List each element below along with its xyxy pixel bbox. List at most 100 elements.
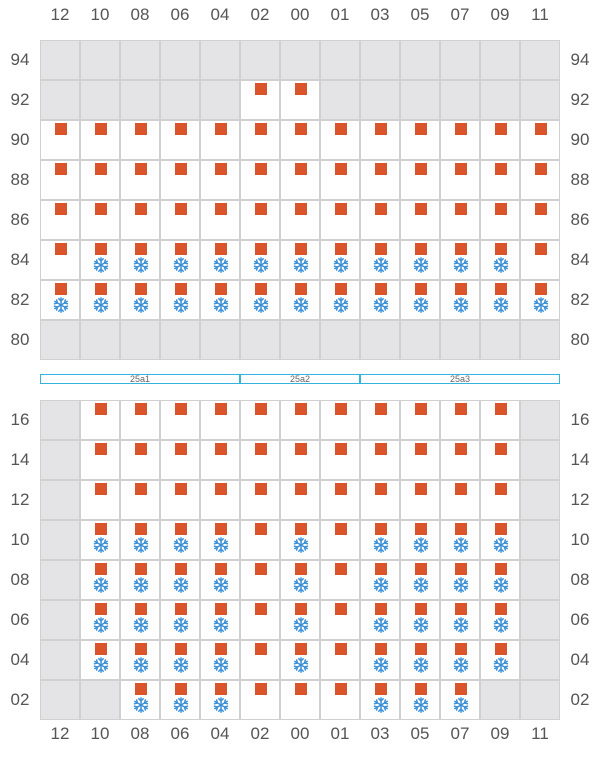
slot-08-07[interactable] [440,560,480,600]
slot-02-07[interactable] [440,680,480,720]
slot-14-09[interactable] [480,440,520,480]
slot-88-10[interactable] [80,160,120,200]
slot-08-03[interactable] [360,560,400,600]
slot-90-04[interactable] [200,120,240,160]
slot-88-05[interactable] [400,160,440,200]
slot-88-03[interactable] [360,160,400,200]
slot-16-07[interactable] [440,400,480,440]
slot-84-11[interactable] [520,240,560,280]
slot-86-11[interactable] [520,200,560,240]
slot-12-07[interactable] [440,480,480,520]
slot-82-12[interactable] [40,280,80,320]
slot-14-01[interactable] [320,440,360,480]
slot-90-02[interactable] [240,120,280,160]
slot-14-08[interactable] [120,440,160,480]
slot-12-10[interactable] [80,480,120,520]
slot-16-09[interactable] [480,400,520,440]
slot-06-03[interactable] [360,600,400,640]
slot-10-03[interactable] [360,520,400,560]
slot-16-05[interactable] [400,400,440,440]
slot-92-02[interactable] [240,80,280,120]
slot-84-06[interactable] [160,240,200,280]
slot-06-00[interactable] [280,600,320,640]
slot-16-10[interactable] [80,400,120,440]
slot-16-00[interactable] [280,400,320,440]
slot-06-09[interactable] [480,600,520,640]
slot-10-06[interactable] [160,520,200,560]
slot-82-01[interactable] [320,280,360,320]
slot-08-01[interactable] [320,560,360,600]
slot-90-07[interactable] [440,120,480,160]
slot-84-07[interactable] [440,240,480,280]
slot-16-03[interactable] [360,400,400,440]
slot-84-03[interactable] [360,240,400,280]
slot-82-04[interactable] [200,280,240,320]
slot-86-07[interactable] [440,200,480,240]
slot-02-04[interactable] [200,680,240,720]
slot-06-04[interactable] [200,600,240,640]
slot-82-03[interactable] [360,280,400,320]
slot-88-12[interactable] [40,160,80,200]
slot-02-01[interactable] [320,680,360,720]
slot-12-09[interactable] [480,480,520,520]
slot-12-08[interactable] [120,480,160,520]
slot-86-03[interactable] [360,200,400,240]
slot-14-05[interactable] [400,440,440,480]
slot-16-08[interactable] [120,400,160,440]
slot-14-06[interactable] [160,440,200,480]
slot-14-10[interactable] [80,440,120,480]
slot-90-12[interactable] [40,120,80,160]
slot-88-01[interactable] [320,160,360,200]
slot-14-04[interactable] [200,440,240,480]
slot-84-02[interactable] [240,240,280,280]
slot-82-05[interactable] [400,280,440,320]
slot-82-06[interactable] [160,280,200,320]
slot-04-10[interactable] [80,640,120,680]
slot-04-04[interactable] [200,640,240,680]
slot-84-12[interactable] [40,240,80,280]
slot-04-01[interactable] [320,640,360,680]
slot-06-08[interactable] [120,600,160,640]
slot-12-03[interactable] [360,480,400,520]
slot-82-08[interactable] [120,280,160,320]
slot-82-10[interactable] [80,280,120,320]
slot-14-02[interactable] [240,440,280,480]
slot-14-07[interactable] [440,440,480,480]
slot-84-08[interactable] [120,240,160,280]
slot-08-05[interactable] [400,560,440,600]
slot-90-11[interactable] [520,120,560,160]
slot-84-00[interactable] [280,240,320,280]
slot-82-00[interactable] [280,280,320,320]
slot-88-02[interactable] [240,160,280,200]
slot-12-05[interactable] [400,480,440,520]
slot-90-10[interactable] [80,120,120,160]
slot-04-00[interactable] [280,640,320,680]
slot-08-06[interactable] [160,560,200,600]
slot-08-02[interactable] [240,560,280,600]
section-25a1[interactable]: 25a1 [40,374,240,384]
slot-04-07[interactable] [440,640,480,680]
slot-10-01[interactable] [320,520,360,560]
slot-82-02[interactable] [240,280,280,320]
slot-04-03[interactable] [360,640,400,680]
slot-04-09[interactable] [480,640,520,680]
slot-16-02[interactable] [240,400,280,440]
slot-86-00[interactable] [280,200,320,240]
slot-10-07[interactable] [440,520,480,560]
slot-08-04[interactable] [200,560,240,600]
slot-90-00[interactable] [280,120,320,160]
slot-12-02[interactable] [240,480,280,520]
slot-04-08[interactable] [120,640,160,680]
slot-10-10[interactable] [80,520,120,560]
slot-16-01[interactable] [320,400,360,440]
slot-88-08[interactable] [120,160,160,200]
slot-86-08[interactable] [120,200,160,240]
slot-84-10[interactable] [80,240,120,280]
slot-06-01[interactable] [320,600,360,640]
slot-02-02[interactable] [240,680,280,720]
slot-06-10[interactable] [80,600,120,640]
slot-88-06[interactable] [160,160,200,200]
slot-12-04[interactable] [200,480,240,520]
slot-06-07[interactable] [440,600,480,640]
slot-86-02[interactable] [240,200,280,240]
